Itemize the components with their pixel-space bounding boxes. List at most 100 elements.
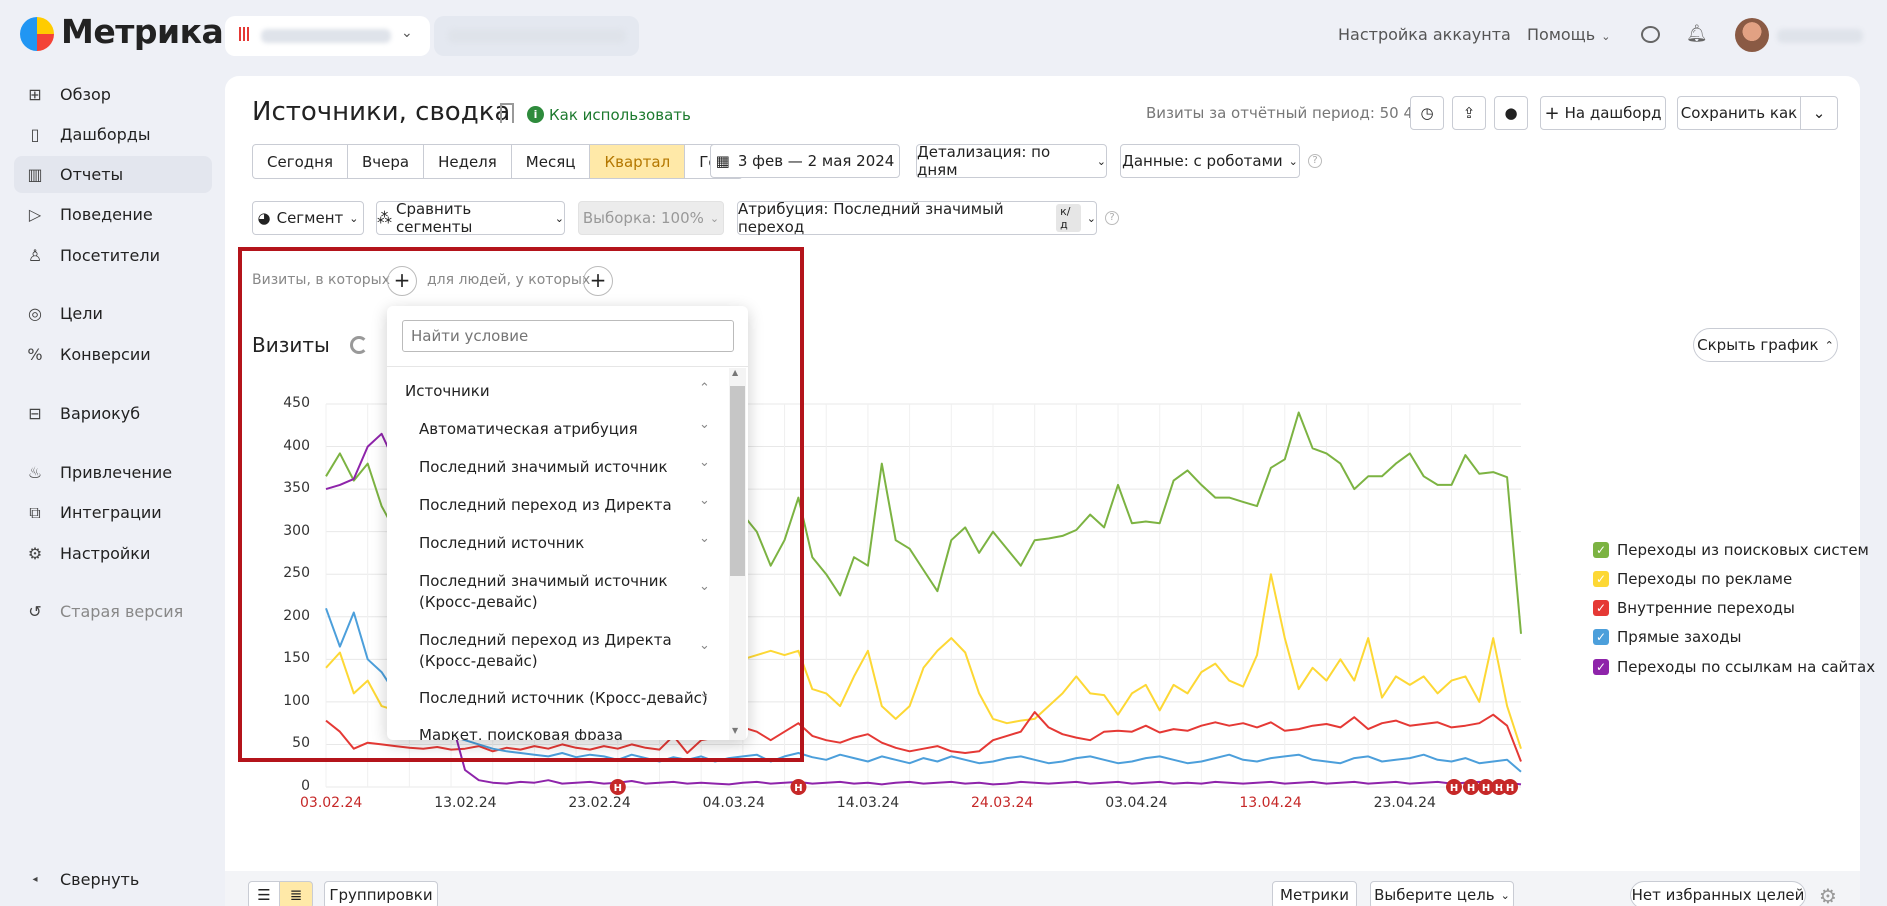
export-icon[interactable]: ⇪	[1452, 96, 1486, 130]
counter-id-pill[interactable]	[434, 16, 639, 56]
chart-type-icon[interactable]	[350, 336, 368, 354]
choose-goal-dropdown[interactable]: Выберите цель ⌄	[1370, 881, 1514, 906]
how-to-use-link[interactable]: Как использовать	[549, 106, 691, 124]
legend-item-search[interactable]: Переходы из поисковых систем	[1593, 541, 1869, 559]
holiday-marker[interactable]	[790, 779, 807, 795]
sidebar-item-acquisition[interactable]: ♨ Привлечение	[14, 454, 212, 491]
legend-item-direct[interactable]: Прямые заходы	[1593, 628, 1741, 646]
chevron-down-icon[interactable]: ⌄	[699, 455, 710, 470]
report-toolbar	[225, 871, 1860, 906]
chevron-up-icon[interactable]: ⌃	[699, 381, 710, 396]
history-icon[interactable]: ◷	[1410, 96, 1444, 130]
attribution-dropdown[interactable]: Атрибуция: Последний значимый переход к/д…	[737, 200, 1097, 236]
sidebar-item-variocube[interactable]: ⊟ Вариокуб	[14, 395, 212, 432]
holiday-marker[interactable]	[1446, 779, 1462, 795]
page-title: Источники, сводка	[252, 97, 511, 127]
app-logo-text[interactable]: Метрика	[61, 12, 224, 51]
condition-search-input[interactable]	[402, 320, 734, 352]
list-item[interactable]: Маркет, поисковая фраза	[419, 726, 623, 740]
group-sources[interactable]: Источники	[405, 382, 490, 400]
period-month[interactable]: Месяц	[512, 145, 591, 178]
help-icon[interactable]: ?	[1105, 211, 1119, 225]
date-range-button[interactable]: ▦ 3 фев — 2 мая 2024	[710, 144, 900, 178]
scrollbar-thumb[interactable]	[730, 386, 745, 576]
series-line-4[interactable]	[325, 432, 1522, 786]
groupings-button[interactable]: Группировки	[324, 881, 438, 906]
period-yesterday[interactable]: Вчера	[348, 145, 425, 178]
tree-view-icon[interactable]: ≣	[279, 881, 313, 906]
compare-segments-button[interactable]: ⁂ Сравнить сегменты ⌄	[376, 200, 565, 236]
help-icon[interactable]: ?	[1308, 154, 1322, 168]
list-item[interactable]: Последний источник (Кросс-девайс)	[419, 689, 708, 707]
sidebar-item-old-version[interactable]: ↺ Старая версия	[14, 593, 212, 630]
chevron-down-icon[interactable]: ⌄	[699, 493, 710, 508]
chevron-down-icon: ⌄	[1086, 211, 1096, 225]
legend-item-internal[interactable]: Внутренние переходы	[1593, 599, 1795, 617]
series-line-3[interactable]	[325, 607, 1522, 773]
legend-item-links[interactable]: Переходы по ссылкам на сайтах	[1593, 658, 1875, 676]
chevron-down-icon[interactable]: ⌄	[699, 686, 710, 701]
counter-selector[interactable]: ⌄	[225, 16, 430, 56]
chevron-down-icon[interactable]: ⌄	[699, 531, 710, 546]
bookmark-icon[interactable]	[500, 103, 514, 123]
metrics-button[interactable]: Метрики	[1272, 881, 1357, 906]
visits-period-summary: Визиты за отчётный период: 50 466	[1146, 104, 1433, 122]
add-people-condition-button[interactable]: +	[583, 266, 613, 296]
list-item[interactable]: Последний переход из Директа (Кросс-дева…	[419, 631, 672, 670]
sidebar-item-integrations[interactable]: ⧉ Интеграции	[14, 494, 212, 531]
holiday-marker[interactable]	[1491, 779, 1507, 795]
series-line-2[interactable]	[325, 711, 1522, 762]
chevron-down-icon[interactable]: ⌄	[699, 638, 710, 653]
holiday-marker[interactable]	[1478, 779, 1494, 795]
period-today[interactable]: Сегодня	[253, 145, 348, 178]
sidebar-item-settings[interactable]: ⚙ Настройки	[14, 535, 212, 572]
hide-chart-button[interactable]: Скрыть график ⌃	[1693, 328, 1838, 362]
checkbox-icon	[1593, 659, 1609, 675]
bell-icon[interactable]: 🔔︎	[1686, 24, 1708, 44]
account-settings-link[interactable]: Настройка аккаунта	[1338, 25, 1511, 44]
sidebar-item-reports[interactable]: ▥ Отчеты	[14, 156, 212, 193]
chevron-down-icon[interactable]: ⌄	[699, 417, 710, 432]
sidebar-collapse[interactable]: ◂ Свернуть	[14, 861, 212, 898]
sidebar-item-overview[interactable]: ⊞ Обзор	[14, 76, 212, 113]
detail-dropdown[interactable]: Детализация: по дням ⌄	[916, 143, 1107, 179]
avatar[interactable]	[1735, 18, 1769, 52]
holiday-marker[interactable]	[609, 779, 626, 795]
list-item[interactable]: Автоматическая атрибуция	[419, 420, 638, 438]
gear-icon[interactable]: ⚙	[1819, 884, 1837, 906]
period-quarter[interactable]: Квартал	[590, 145, 686, 178]
sidebar-item-dashboards[interactable]: ▯ Дашборды	[14, 116, 212, 153]
sidebar-item-behavior[interactable]: ▷ Поведение	[14, 196, 212, 233]
help-menu[interactable]: Помощь ⌄	[1527, 25, 1610, 44]
holiday-marker[interactable]	[1463, 779, 1479, 795]
sidebar-item-label: Старая версия	[60, 602, 184, 621]
highlight-frame	[238, 247, 804, 762]
scroll-down-icon[interactable]: ▼	[732, 726, 739, 735]
segment-button[interactable]: ◕ Сегмент ⌄	[252, 201, 364, 235]
sidebar-item-conversions[interactable]: % Конверсии	[14, 336, 212, 373]
list-item[interactable]: Последний значимый источник (Кросс-девай…	[419, 572, 668, 611]
list-item[interactable]: Последний источник	[419, 534, 585, 552]
date-range-label: 3 фев — 2 мая 2024	[737, 152, 895, 170]
list-item[interactable]: Последний значимый источник	[419, 458, 668, 476]
add-to-dashboard-button[interactable]: + На дашборд	[1540, 96, 1666, 130]
scroll-up-icon[interactable]: ▲	[732, 368, 739, 377]
ai-assistant-icon[interactable]: ●	[1494, 96, 1528, 130]
list-item[interactable]: Последний переход из Директа	[419, 496, 672, 514]
period-week[interactable]: Неделя	[424, 145, 512, 178]
save-as-button[interactable]: Сохранить как	[1677, 96, 1801, 130]
chevron-down-icon[interactable]: ⌄	[699, 579, 710, 594]
favorite-goals-button[interactable]: Нет избранных целей	[1630, 881, 1806, 906]
robots-data-dropdown[interactable]: Данные: с роботами ⌄	[1120, 144, 1300, 178]
sample-dropdown[interactable]: Выборка: 100% ⌄	[578, 201, 724, 235]
holiday-marker[interactable]	[1502, 779, 1518, 795]
add-visit-condition-button[interactable]: +	[387, 266, 417, 296]
y-tick-label: 400	[283, 437, 310, 454]
metrika-logo-icon[interactable]	[20, 17, 54, 51]
save-as-menu-chevron-icon[interactable]: ⌄	[1800, 96, 1838, 130]
chat-icon[interactable]	[1641, 26, 1660, 43]
legend-item-ads[interactable]: Переходы по рекламе	[1593, 570, 1792, 588]
list-view-icon[interactable]: ☰	[248, 881, 280, 906]
sidebar-item-goals[interactable]: ◎ Цели	[14, 295, 212, 332]
sidebar-item-visitors[interactable]: ♙ Посетители	[14, 237, 212, 274]
